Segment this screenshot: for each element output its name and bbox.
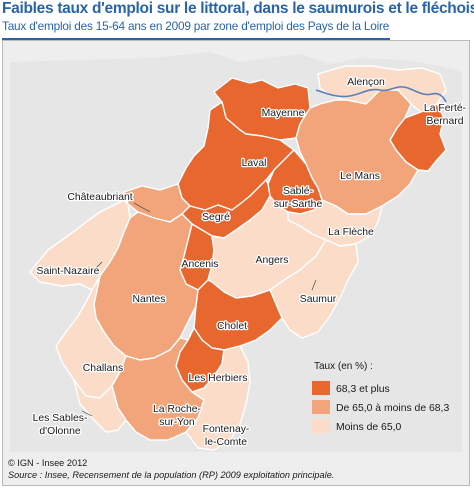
leader-chateaubriant: [133, 202, 151, 213]
label-laval: Laval: [242, 158, 267, 169]
label-ferte-bernard-1: La Ferté-: [424, 103, 466, 114]
source-text: Source : Insee, Recensement de la popula…: [8, 469, 335, 480]
label-ferte-bernard-2: Bernard: [427, 116, 464, 127]
label-le-mans: Le Mans: [340, 171, 380, 182]
label-ancenis: Ancenis: [182, 259, 219, 270]
label-fontenay-1: Fontenay-: [203, 424, 250, 435]
label-cholet: Cholet: [217, 321, 247, 332]
title-underline: [2, 38, 390, 40]
legend-swatch-high: [312, 381, 330, 395]
label-nantes: Nantes: [133, 294, 166, 305]
legend-swatch-low: [312, 419, 330, 433]
footer: © IGN - Insee 2012 Source : Insee, Recen…: [8, 458, 468, 481]
zone-fontenay[interactable]: [185, 345, 251, 451]
legend-swatch-mid: [312, 400, 330, 414]
legend: Taux (en %) : 68,3 et plus De 65,0 à moi…: [312, 361, 449, 433]
label-la-roche-2: sur-Yon: [159, 417, 195, 428]
leader-saint-nazaire: [95, 261, 103, 269]
label-chateaubriant: Châteaubriant: [67, 192, 132, 203]
label-angers: Angers: [256, 255, 289, 266]
label-alencon: Alençon: [347, 77, 385, 88]
zone-saumur[interactable]: [269, 239, 359, 339]
label-segre: Segré: [202, 212, 230, 223]
label-fontenay-2: le-Comte: [205, 437, 247, 448]
label-saumur: Saumur: [300, 294, 337, 305]
page-subtitle: Taux d'emploi des 15-64 ans en 2009 par …: [2, 19, 390, 33]
river-line: [315, 86, 447, 103]
legend-label-low: Moins de 65,0: [336, 422, 401, 433]
label-sables-2: d'Olonne: [39, 426, 80, 437]
label-sable-1: Sablé-: [283, 186, 313, 197]
label-la-roche-1: La Roche-: [153, 404, 201, 415]
label-challans: Challans: [83, 363, 123, 374]
label-sables-1: Les Sables-: [33, 413, 88, 424]
label-les-herbiers: Les Herbiers: [189, 373, 248, 384]
label-saint-nazaire: Saint-Nazaire: [37, 266, 100, 277]
leader-sables: [81, 410, 93, 417]
label-la-fleche: La Flèche: [328, 227, 374, 238]
legend-label-high: 68,3 et plus: [336, 384, 390, 395]
leader-saumur: [311, 279, 317, 291]
copyright-text: © IGN - Insee 2012: [8, 458, 88, 468]
page-title: Faibles taux d'emploi sur le littoral, d…: [2, 0, 474, 17]
label-mayenne: Mayenne: [262, 108, 305, 119]
legend-title: Taux (en %) :: [314, 361, 373, 372]
legend-label-mid: De 65,0 à moins de 68,3: [336, 403, 449, 414]
label-sable-2: sur-Sarthe: [274, 199, 323, 210]
